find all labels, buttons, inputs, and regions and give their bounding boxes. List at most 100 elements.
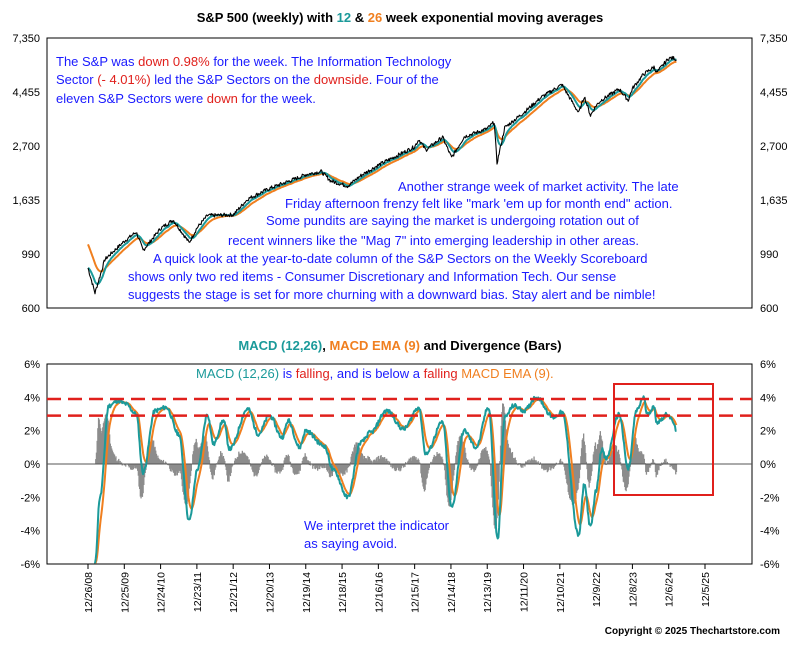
- divergence-bar: [646, 464, 648, 472]
- divergence-bar: [402, 464, 404, 466]
- divergence-bar: [259, 464, 262, 466]
- divergence-bar: [638, 451, 641, 464]
- divergence-bar: [339, 464, 341, 475]
- divergence-bar: [645, 464, 648, 475]
- divergence-bar: [497, 464, 500, 500]
- divergence-bar: [102, 423, 105, 464]
- divergence-bar: [665, 458, 667, 464]
- divergence-bar: [575, 464, 577, 499]
- divergence-bar: [195, 438, 197, 464]
- divergence-bar: [342, 464, 345, 474]
- divergence-bar: [127, 464, 130, 467]
- price-y-tick-left: 7,350: [12, 33, 40, 45]
- divergence-bar: [342, 464, 344, 476]
- divergence-bar: [661, 462, 663, 464]
- divergence-bar: [394, 464, 396, 471]
- divergence-bar: [663, 459, 666, 464]
- divergence-bar: [531, 458, 533, 464]
- copyright-notice: Copyright © 2025 Thechartstore.com: [605, 626, 780, 637]
- commentary-line-4: recent winners like the "Mag 7" into eme…: [228, 233, 639, 248]
- divergence-bar: [247, 459, 250, 464]
- divergence-bar: [469, 464, 472, 467]
- divergence-bar: [112, 452, 114, 464]
- divergence-bar: [338, 464, 340, 474]
- divergence-bar: [307, 460, 309, 464]
- macd-chart-title: MACD (12,26), MACD EMA (9) and Divergenc…: [238, 338, 561, 353]
- macd-y-tick-left: 0%: [24, 459, 40, 471]
- divergence-bar: [206, 441, 208, 464]
- divergence-bar: [210, 464, 213, 475]
- divergence-bar: [132, 464, 134, 470]
- divergence-bar: [299, 464, 301, 471]
- divergence-bar: [381, 457, 384, 464]
- divergence-bar: [265, 458, 267, 464]
- divergence-bar: [650, 464, 652, 466]
- divergence-bar: [264, 455, 266, 464]
- divergence-bar: [136, 464, 138, 467]
- divergence-bar: [423, 464, 425, 489]
- divergence-bar: [158, 459, 160, 464]
- divergence-bar: [209, 464, 211, 469]
- divergence-bar: [160, 459, 162, 464]
- divergence-bar: [517, 464, 519, 466]
- divergence-bar: [594, 445, 596, 464]
- divergence-bar: [499, 445, 502, 464]
- price-y-tick-left: 1,635: [12, 195, 40, 207]
- divergence-bar: [547, 464, 549, 472]
- divergence-bar: [190, 464, 192, 471]
- divergence-bar: [96, 440, 98, 464]
- divergence-bar: [294, 464, 296, 474]
- divergence-bar: [486, 450, 488, 464]
- divergence-bar: [673, 464, 675, 470]
- divergence-bar: [636, 444, 638, 464]
- divergence-bar: [262, 459, 264, 464]
- divergence-bar: [455, 452, 458, 464]
- divergence-bar: [347, 464, 349, 468]
- divergence-bar: [585, 453, 587, 464]
- divergence-bar: [527, 462, 530, 464]
- divergence-bar: [354, 447, 356, 464]
- macd-y-tick-right: 0%: [760, 459, 776, 471]
- divergence-bar: [513, 459, 516, 464]
- divergence-bar: [382, 457, 384, 464]
- divergence-bar: [641, 453, 643, 464]
- divergence-bar: [316, 464, 318, 468]
- divergence-bar: [543, 464, 545, 471]
- divergence-bar: [292, 464, 294, 473]
- divergence-bar: [253, 464, 255, 477]
- divergence-bar: [287, 456, 289, 464]
- divergence-bar: [236, 457, 239, 464]
- divergence-bar: [231, 464, 234, 466]
- divergence-bar: [526, 461, 528, 464]
- divergence-bar: [258, 464, 260, 471]
- divergence-bar: [256, 464, 258, 477]
- divergence-bar: [409, 457, 412, 464]
- divergence-bar: [282, 464, 284, 470]
- divergence-bar: [108, 431, 110, 464]
- price-chart-title: S&P 500 (weekly) with 12 & 26 week expon…: [197, 10, 604, 25]
- divergence-bar: [396, 464, 398, 468]
- divergence-bar: [171, 464, 174, 471]
- divergence-bar: [162, 459, 165, 464]
- divergence-bar: [329, 464, 331, 478]
- divergence-bar: [370, 460, 373, 464]
- divergence-bar: [457, 441, 459, 464]
- divergence-bar: [312, 464, 314, 469]
- divergence-bar: [654, 462, 656, 464]
- divergence-bar: [197, 449, 199, 464]
- divergence-bar: [327, 464, 329, 470]
- divergence-bar: [435, 456, 437, 464]
- price-y-tick-right: 990: [760, 249, 778, 261]
- divergence-bar: [341, 464, 343, 474]
- divergence-bar: [420, 464, 422, 474]
- macd-y-tick-right: 4%: [760, 392, 776, 404]
- summary-line-1: The S&P was down 0.98% for the week. The…: [56, 54, 452, 69]
- divergence-bar: [97, 428, 99, 464]
- divergence-bar: [395, 464, 397, 472]
- divergence-bar: [208, 460, 211, 464]
- divergence-bar: [482, 449, 484, 464]
- divergence-bar: [224, 464, 227, 467]
- divergence-bar: [214, 464, 216, 470]
- divergence-bar: [231, 464, 233, 468]
- divergence-bar: [438, 453, 440, 464]
